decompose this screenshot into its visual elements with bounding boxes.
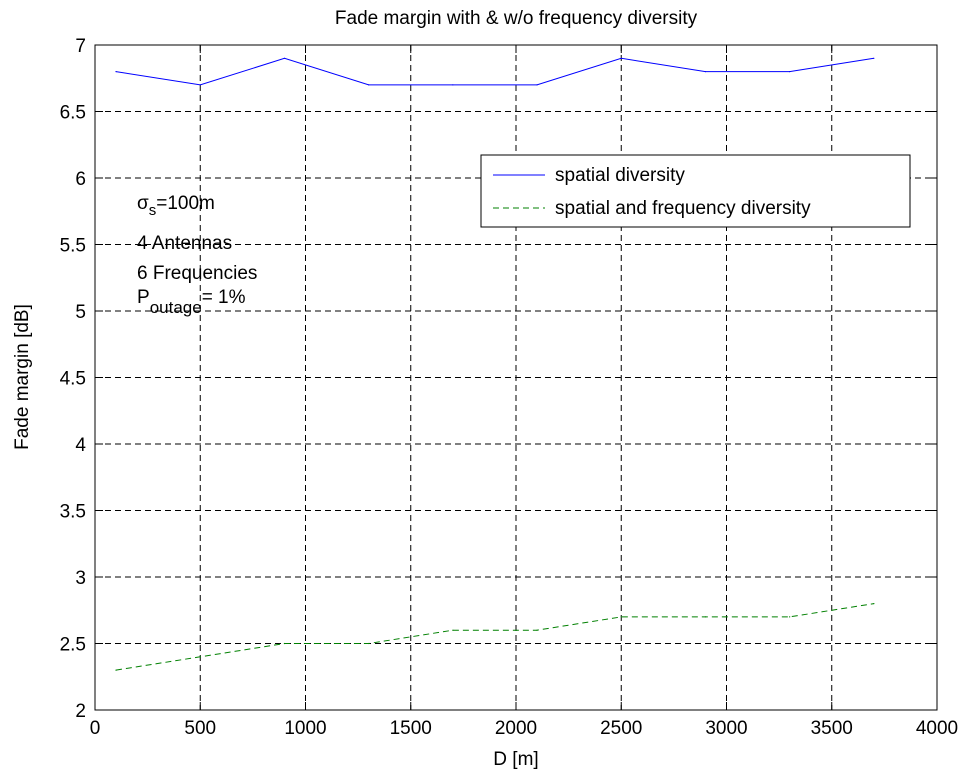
annotation-sigma: σs=100m bbox=[137, 193, 215, 219]
sigma-value: =100m bbox=[156, 193, 215, 214]
outage-subscript: outage bbox=[150, 298, 202, 317]
sigma-symbol: σ bbox=[137, 193, 149, 214]
data-point-spatial-and-frequency-diversity bbox=[115, 669, 117, 671]
y-tick-label: 6.5 bbox=[60, 103, 86, 124]
series-line-spatial-diversity bbox=[115, 57, 874, 86]
legend-label-spatial-and-frequency-diversity: spatial and frequency diversity bbox=[555, 198, 811, 219]
grid bbox=[95, 45, 937, 710]
y-tick-label: 3 bbox=[75, 568, 86, 589]
x-tick-label: 0 bbox=[90, 718, 101, 739]
data-point-spatial-diversity bbox=[283, 57, 286, 59]
x-tick-label: 1500 bbox=[390, 718, 432, 739]
y-tick-label: 4 bbox=[75, 435, 86, 456]
y-tick-label: 2.5 bbox=[60, 635, 86, 656]
data-point-spatial-diversity bbox=[873, 57, 875, 59]
annotation-frequencies: 6 Frequencies bbox=[137, 263, 257, 284]
data-point-spatial-and-frequency-diversity bbox=[368, 642, 370, 645]
x-tick-label: 2000 bbox=[495, 718, 537, 739]
legend-label-spatial-diversity: spatial diversity bbox=[555, 165, 685, 186]
data-point-spatial-diversity bbox=[536, 84, 538, 86]
x-tick-label: 4000 bbox=[916, 718, 958, 739]
x-tick-label: 2500 bbox=[600, 718, 642, 739]
sigma-subscript: s bbox=[149, 202, 157, 219]
data-point-spatial-diversity bbox=[115, 71, 117, 73]
data-point-spatial-and-frequency-diversity bbox=[704, 616, 707, 618]
x-axis-label: D [m] bbox=[493, 749, 538, 770]
legend: spatial diversity spatial and frequency … bbox=[480, 154, 911, 228]
x-tick-label: 3500 bbox=[811, 718, 853, 739]
data-point-spatial-and-frequency-diversity bbox=[620, 616, 622, 618]
annotation-outage: Poutage= 1% bbox=[137, 287, 246, 317]
y-tick-label: 5 bbox=[75, 302, 86, 323]
y-tick-label: 5.5 bbox=[60, 236, 86, 257]
data-point-spatial-and-frequency-diversity bbox=[199, 656, 201, 658]
outage-value: = 1% bbox=[202, 287, 246, 308]
chart-title: Fade margin with & w/o frequency diversi… bbox=[335, 8, 698, 29]
x-tick-label: 1000 bbox=[284, 718, 326, 739]
outage-symbol: P bbox=[137, 287, 150, 308]
y-tick-label: 7 bbox=[75, 36, 86, 57]
annotation-block: σs=100m 4 Antennas 6 Frequencies Poutage… bbox=[137, 193, 257, 317]
y-tick-label: 3.5 bbox=[60, 502, 86, 523]
data-point-spatial-and-frequency-diversity bbox=[283, 642, 286, 645]
series-lines bbox=[115, 57, 875, 671]
data-point-spatial-diversity bbox=[199, 84, 201, 86]
data-point-spatial-diversity bbox=[789, 71, 791, 73]
y-tick-label: 6 bbox=[75, 169, 86, 190]
data-point-spatial-diversity bbox=[620, 57, 622, 59]
x-tick-label: 500 bbox=[184, 718, 216, 739]
legend-box bbox=[480, 154, 911, 228]
data-point-spatial-and-frequency-diversity bbox=[536, 629, 538, 631]
data-point-spatial-and-frequency-diversity bbox=[789, 616, 791, 618]
axis-ticks bbox=[94, 44, 938, 711]
y-axis-label: Fade margin [dB] bbox=[12, 304, 33, 450]
data-point-spatial-diversity bbox=[368, 84, 370, 86]
y-tick-label: 4.5 bbox=[60, 369, 86, 390]
data-point-spatial-and-frequency-diversity bbox=[873, 603, 875, 605]
data-point-spatial-diversity bbox=[704, 71, 707, 73]
data-point-spatial-diversity bbox=[452, 84, 454, 86]
data-point-spatial-and-frequency-diversity bbox=[452, 629, 454, 631]
annotation-antennas: 4 Antennas bbox=[137, 233, 232, 254]
x-tick-label: 3000 bbox=[705, 718, 747, 739]
series-line-spatial-and-frequency-diversity bbox=[115, 603, 874, 671]
x-tick-labels: 0 500 1000 1500 2000 2500 3000 3500 4000 bbox=[90, 718, 958, 739]
y-tick-label: 2 bbox=[75, 701, 86, 722]
y-tick-labels: 2 2.5 3 3.5 4 4.5 5 5.5 6 6.5 7 bbox=[60, 36, 87, 722]
